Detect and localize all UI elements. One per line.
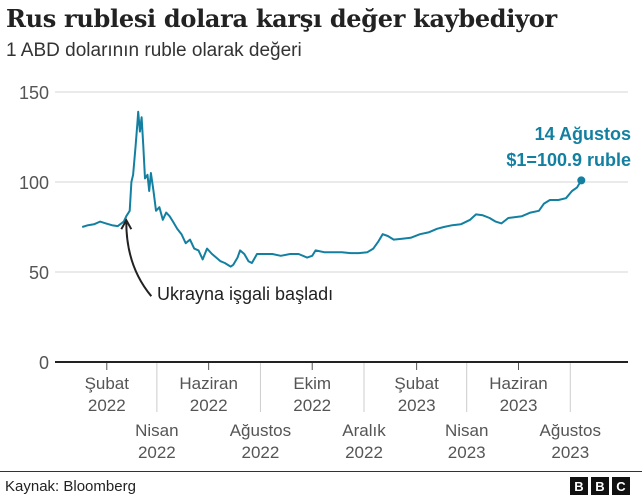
x-tick-label: 2022 (190, 396, 228, 415)
x-tick-label: Aralık (342, 421, 386, 440)
x-tick-label: 2023 (500, 396, 538, 415)
line-chart: 050100150Şubat2022Nisan2022Haziran2022Ağ… (19, 83, 631, 462)
last-value-dot (577, 176, 586, 185)
annotation-arrow (125, 222, 153, 297)
bbc-logo-letter: C (612, 477, 630, 495)
x-tick-label: Ekim (293, 374, 331, 393)
x-tick-label: Ağustos (540, 421, 601, 440)
arrowhead-icon (120, 218, 133, 230)
x-tick-label: 2022 (88, 396, 126, 415)
x-tick-label: 2023 (398, 396, 436, 415)
invasion-annotation: Ukrayna işgali başladı (157, 284, 333, 304)
x-tick-label: 2023 (551, 443, 589, 462)
series-line-usd-rub (81, 110, 583, 268)
x-tick-label: Haziran (489, 374, 548, 393)
chart-title: Rus rublesi dolara karşı değer kaybediyo… (6, 4, 557, 33)
y-tick-label: 50 (29, 263, 49, 283)
source-label: Kaynak: Bloomberg (5, 478, 136, 495)
bbc-logo-letter: B (570, 477, 588, 495)
x-tick-label: Şubat (85, 374, 130, 393)
x-tick-label: Nisan (445, 421, 488, 440)
footer-divider (0, 471, 642, 472)
y-tick-label: 0 (39, 353, 49, 373)
x-tick-label: Nisan (135, 421, 178, 440)
latest-value-date: 14 Ağustos (535, 124, 631, 144)
x-tick-label: 2022 (242, 443, 280, 462)
chart-subtitle: 1 ABD dolarının ruble olarak değeri (6, 40, 302, 61)
x-tick-label: 2022 (345, 443, 383, 462)
x-tick-label: Ağustos (230, 421, 291, 440)
bbc-logo-letter: B (591, 477, 609, 495)
y-tick-label: 150 (19, 83, 49, 103)
y-tick-label: 100 (19, 173, 49, 193)
latest-value-label: $1=100.9 ruble (506, 150, 631, 170)
x-tick-label: Haziran (179, 374, 238, 393)
x-tick-label: 2022 (293, 396, 331, 415)
x-tick-label: 2023 (448, 443, 486, 462)
bbc-logo: B B C (570, 477, 630, 495)
x-tick-label: 2022 (138, 443, 176, 462)
x-tick-label: Şubat (394, 374, 439, 393)
